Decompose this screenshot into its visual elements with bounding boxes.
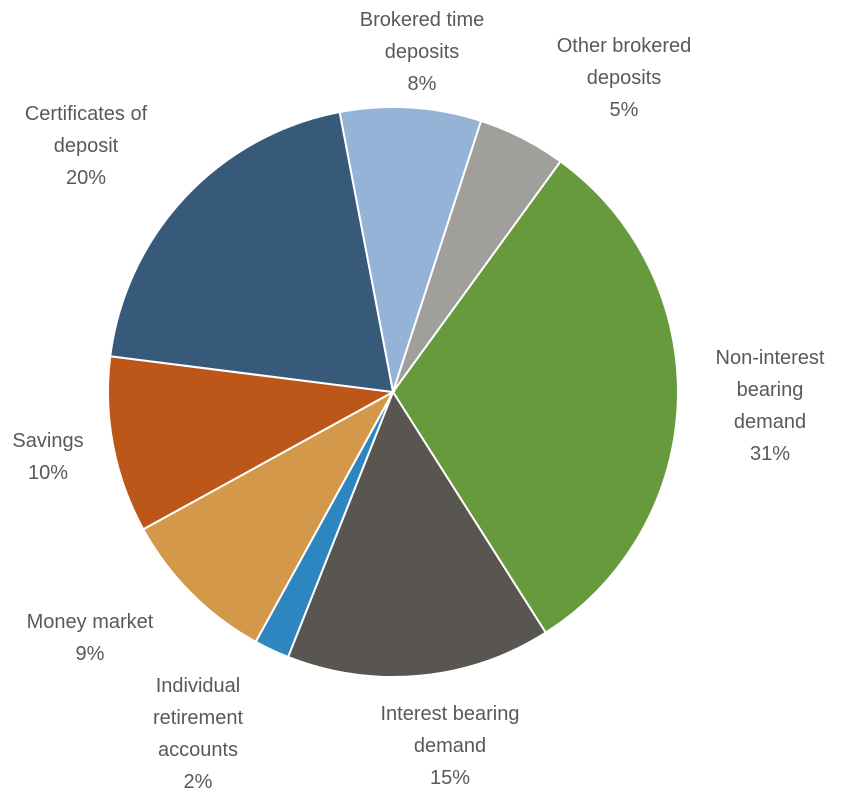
value-label: 8% <box>407 73 437 95</box>
pie-slice <box>286 389 548 678</box>
slice-label: Certificates of deposit 20% <box>1 98 171 194</box>
category-label: Brokered time deposits <box>359 9 485 63</box>
category-label: Money market <box>26 611 154 633</box>
pie-slice <box>107 355 397 531</box>
value-label: 5% <box>609 99 639 121</box>
slice-label: Non-interest bearing demand 31% <box>700 342 840 470</box>
pie-slice <box>109 110 395 394</box>
value-label: 20% <box>65 167 107 189</box>
pie-slice <box>391 160 679 635</box>
category-label: Individual retirement accounts <box>152 675 244 761</box>
slice-label: Other brokered deposits 5% <box>534 30 714 126</box>
value-label: 10% <box>27 462 69 484</box>
pie-slice <box>338 106 483 393</box>
slice-label: Savings 10% <box>0 425 98 489</box>
value-label: 15% <box>429 767 471 789</box>
category-label: Certificates of deposit <box>24 103 148 157</box>
slice-label: Interest bearing demand 15% <box>355 698 545 790</box>
value-label: 2% <box>183 771 213 790</box>
slice-label: Money market 9% <box>5 606 175 670</box>
category-label: Savings <box>12 430 84 452</box>
value-label: 9% <box>75 643 105 665</box>
category-label: Interest bearing demand <box>380 703 520 757</box>
category-label: Non-interest bearing demand <box>715 347 825 433</box>
slice-label: Brokered time deposits 8% <box>332 4 512 100</box>
value-label: 31% <box>749 443 791 465</box>
pie-slice <box>141 389 396 644</box>
slice-label: Individual retirement accounts 2% <box>133 670 263 790</box>
category-label: Other brokered deposits <box>556 35 692 89</box>
